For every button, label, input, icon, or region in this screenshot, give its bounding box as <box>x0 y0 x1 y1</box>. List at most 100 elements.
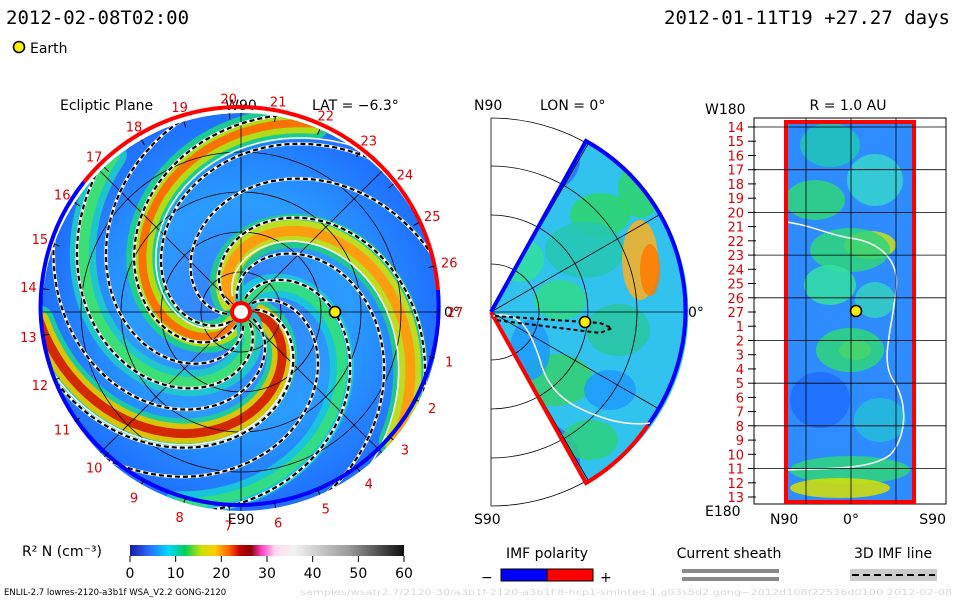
ecliptic-carrington-tick-label: 2 <box>428 402 436 417</box>
earth-legend: Earth <box>12 40 68 57</box>
r1au-y-tick-label: 4 <box>736 363 744 378</box>
ecliptic-carrington-tick-label: 19 <box>171 101 188 116</box>
ecliptic-carrington-tick <box>428 265 435 268</box>
r1au-panel: R = 1.0 AU W180 E180 1415161718192021222… <box>705 98 947 528</box>
r1au-y-tick-label: 22 <box>727 235 744 250</box>
ecliptic-density-arms <box>42 113 428 511</box>
ecliptic-carrington-tick-label: 27 <box>447 306 464 321</box>
ecliptic-imf-line <box>75 144 254 390</box>
ecliptic-carrington-tick-label: 17 <box>86 150 103 165</box>
ecliptic-carrington-tick <box>316 129 321 135</box>
ecliptic-density-band <box>138 119 318 341</box>
meridional-density-blob <box>584 370 636 410</box>
ecliptic-carrington-tick-label: 15 <box>32 233 49 248</box>
ecliptic-imf-line <box>177 278 352 511</box>
ecliptic-density-band <box>42 308 287 439</box>
ecliptic-density-band <box>171 280 348 509</box>
ecliptic-imf-line <box>52 207 267 411</box>
ecliptic-carrington-tick <box>104 166 109 172</box>
ecliptic-carrington-tick-label: 24 <box>397 168 414 183</box>
meridional-bottom-label: S90 <box>474 512 501 528</box>
imf-polarity-positive-swatch <box>546 568 594 582</box>
ecliptic-carrington-tick-label: 7 <box>224 520 232 535</box>
ecliptic-grid-spoke <box>100 171 242 313</box>
r1au-y-tick-label: 21 <box>727 221 744 236</box>
r1au-y-tick-label: 8 <box>736 420 744 435</box>
r1au-y-tick-label: 16 <box>727 150 744 165</box>
colorbar-gradient <box>130 545 404 556</box>
ecliptic-current-sheath <box>231 240 400 493</box>
imf-line-title: 3D IMF line <box>854 546 932 562</box>
colorbar-ticks: 0 10 20 30 40 50 60 <box>126 556 413 582</box>
r1au-y-ticks: 1415161718192021222324252627123456789101… <box>727 121 756 506</box>
r1au-density-blob <box>847 154 903 206</box>
r1au-density-blob <box>790 372 850 428</box>
r1au-y-tick-label: 24 <box>727 263 744 278</box>
ecliptic-carrington-tick-label: 12 <box>32 379 49 394</box>
ecliptic-carrington-tick-label: 20 <box>220 92 237 107</box>
current-sheath-legend: Current sheath <box>677 546 782 581</box>
r1au-y-tick-label: 5 <box>736 377 744 392</box>
ecliptic-density-band <box>76 149 257 390</box>
r1au-y-tick-label: 1 <box>736 320 744 335</box>
r1au-y-tick-label: 27 <box>727 306 744 321</box>
ecliptic-carrington-tick-label: 22 <box>318 110 335 125</box>
colorbar-tick-label: 60 <box>395 566 413 582</box>
ecliptic-bottom-label: E90 <box>228 512 255 528</box>
r1au-bottom-left-label: E180 <box>705 504 741 520</box>
ecliptic-carrington-tick <box>141 139 145 146</box>
ecliptic-carrington-tick-label: 23 <box>361 134 378 149</box>
ecliptic-imf-line <box>104 113 245 365</box>
current-sheath-title: Current sheath <box>677 546 782 562</box>
r1au-y-tick-label: 20 <box>727 206 744 221</box>
r1au-x-tick-label: 0° <box>843 512 859 528</box>
ecliptic-carrington-tick-label: 14 <box>20 281 37 296</box>
ecliptic-grid-spoke <box>240 171 382 313</box>
ecliptic-carrington-tick <box>388 435 394 441</box>
r1au-boundary <box>784 120 916 504</box>
ecliptic-carrington-tick-label: 16 <box>54 188 71 203</box>
r1au-density-blob <box>790 478 890 498</box>
current-sheath-swatch-bottom <box>682 577 779 581</box>
imf-line-swatch-bg <box>850 569 937 581</box>
colorbar-tick-label: 0 <box>126 566 135 582</box>
ecliptic-carrington-tick <box>53 243 60 247</box>
ecliptic-carrington-tick <box>388 183 394 189</box>
ecliptic-carrington-tick <box>413 398 420 402</box>
ecliptic-right-label: 0° <box>444 305 460 321</box>
ecliptic-carrington-tick-label: 4 <box>365 478 373 493</box>
ecliptic-current-sheath <box>155 137 385 330</box>
date-left: 2012-02-08T02:00 <box>6 7 189 29</box>
meridional-grid-spoke <box>490 311 660 410</box>
ecliptic-carrington-tick-label: 8 <box>175 511 183 526</box>
r1au-density-blob <box>816 328 884 372</box>
meridional-top-label: N90 <box>474 98 502 114</box>
r1au-title: R = 1.0 AU <box>810 98 887 114</box>
ecliptic-title: Ecliptic Plane <box>60 98 153 114</box>
r1au-density-blob <box>804 265 856 305</box>
ecliptic-imf-line <box>217 216 427 427</box>
meridional-density-blob <box>562 420 618 460</box>
ecliptic-carrington-tick <box>43 333 50 336</box>
ecliptic-density-band <box>221 225 416 447</box>
r1au-x-tick-label: S90 <box>919 512 946 528</box>
ecliptic-positive-boundary <box>82 105 440 291</box>
imf-line-legend: 3D IMF line <box>850 546 937 581</box>
r1au-density-blob <box>855 282 895 318</box>
footer-right: samples/wsatr2.7/2120-30/a3b1f-2120-a3b1… <box>300 588 952 597</box>
ecliptic-imf-line <box>235 252 386 511</box>
meridional-positive-boundary <box>489 311 650 486</box>
date-right: 2012-01-11T19 +27.27 days <box>664 7 950 29</box>
r1au-y-tick-label: 7 <box>736 406 744 421</box>
ecliptic-carrington-tick-label: 13 <box>20 331 37 346</box>
r1au-y-tick-label: 13 <box>727 491 744 506</box>
ecliptic-carrington-tick <box>104 452 109 458</box>
r1au-density-blob <box>786 180 845 220</box>
ecliptic-lat-label: LAT = −6.3° <box>312 98 399 114</box>
r1au-x-tick-label: N90 <box>770 512 798 528</box>
imf-polarity-title: IMF polarity <box>506 546 588 562</box>
ecliptic-carrington-tick-label: 18 <box>126 121 143 136</box>
ecliptic-imf-lines <box>42 113 440 511</box>
r1au-y-tick-label: 6 <box>736 391 744 406</box>
ecliptic-carrington-tick <box>274 502 277 509</box>
